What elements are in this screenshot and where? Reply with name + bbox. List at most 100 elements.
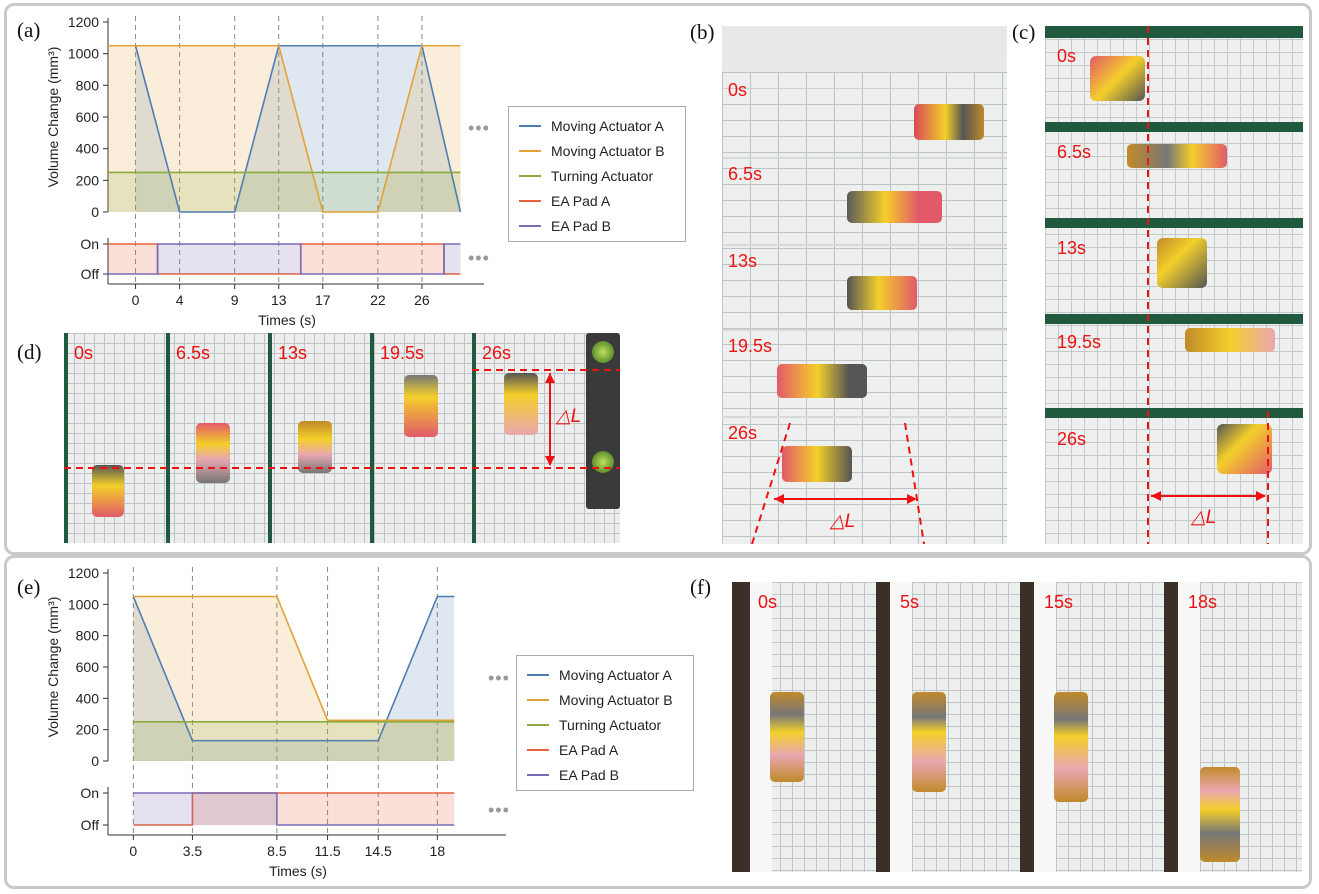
legend-label: EA Pad B [551,217,611,234]
timestamp: 26s [482,343,512,363]
arrow-head [545,373,555,383]
delta-l-marker-b [751,422,925,544]
series-line-moving-actuator-a [134,44,462,213]
delta-l-marker-c [1147,26,1269,544]
series-line-moving-actuator-b [108,44,461,213]
robot-image [1200,767,1240,862]
chart-a: 0 200 400 600 800 1000 1200 Volume Change (mm³)… [45,14,484,328]
series-area-turning-actuator [108,172,461,212]
legend-label: EA Pad A [559,741,619,758]
frame-divider [722,244,1007,246]
series-area-moving-actuator-a [133,596,455,761]
delta-l-label: △L [830,511,856,532]
legend-label: Turning Actuator [551,167,654,184]
timestamp: 0s [728,80,748,100]
y-tick-label: 1000 [68,596,99,612]
robot-image [1054,692,1088,802]
photo-panel-c: 0s 6.5s 13s 19.5s 26s △L [1045,26,1303,544]
robot-image [1185,328,1275,352]
pad-tick-label: Off [81,817,100,833]
photo-panel-d: 0s 6.5s 13s 19.5s 26s △L [64,333,620,543]
panel-label-a: (a) [17,18,41,42]
pad-on-region-pad-a [108,244,158,274]
pad-on-region-pad-b [157,244,301,274]
legend-item: EA Pad B [519,213,675,238]
pad-tick-label: On [80,785,99,801]
x-tick-label: 26 [414,292,430,308]
wall-strip [1020,582,1034,872]
x-tick-label: 18 [430,843,446,859]
legend-swatch [527,673,549,676]
legend-item: Turning Actuator [527,712,683,737]
timestamp: 0s [74,343,94,363]
legend-item: Moving Actuator A [519,113,675,138]
pad-line-pad-b [108,243,461,275]
chart-e: 0 200 400 600 800 1000 1200 Volume Change (mm³)… [45,565,506,879]
legend-item: EA Pad B [527,762,683,787]
pad-on-region-pad-a [192,793,455,825]
timestamp: 26s [1057,429,1087,449]
y-tick-label: 0 [91,204,99,220]
arrow-head [907,494,917,504]
delta-l-marker-d [64,369,620,469]
legend-item: Turning Actuator [519,163,675,188]
legend-swatch [519,149,541,152]
legend-label: EA Pad B [559,766,619,783]
legend-item: Moving Actuator B [527,687,683,712]
white-board [890,582,912,872]
frame-strip [472,333,574,543]
arrow-head [1151,491,1161,501]
legend-label: Turning Actuator [559,716,662,733]
legend-swatch [527,723,549,726]
photo-panel-b: 0s 6.5s 13s 19.5s 26s △L [722,26,1007,544]
x-tick-label: 11.5 [314,843,340,859]
x-tick-label: 8.5 [267,843,287,859]
timestamp: 6.5s [728,164,763,184]
x-axis-label: Times (s) [269,863,327,879]
pad-tick-label: Off [81,266,100,282]
legend-e: Moving Actuator A Moving Actuator B Turn… [516,655,694,791]
timestamp: 5s [900,592,920,612]
legend-item: Moving Actuator B [519,138,675,163]
panel-label-e: (e) [17,575,41,599]
robot-image [404,375,438,437]
timestamp: 15s [1044,592,1074,612]
y-tick-label: 200 [76,172,100,188]
panel-label-c: (c) [1012,20,1036,44]
legend-item: EA Pad A [519,188,675,213]
panel-label-d: (d) [17,340,42,364]
robot-image [1157,238,1207,288]
legend-item: EA Pad A [527,737,683,762]
timestamp: 13s [1057,238,1087,258]
y-tick-label: 1200 [68,565,99,581]
robot-image [847,276,917,310]
x-tick-label: 0 [132,292,140,308]
top-figure-frame [4,3,1312,555]
robot-image [770,692,804,782]
legend-a: Moving Actuator A Moving Actuator B Turn… [508,106,686,242]
panel-label-f: (f) [690,575,711,599]
robot-image [847,191,942,223]
legend-label: Moving Actuator B [559,691,673,708]
y-axis-label: Volume Change (mm³) [45,47,61,188]
pad-tick-label: On [80,236,99,252]
legend-label: Moving Actuator A [559,666,672,683]
panel-label-b: (b) [690,20,715,44]
frame-strip [268,333,370,543]
pad-on-region-pad-a [300,244,444,274]
frame-divider [722,88,1007,89]
y-tick-label: 800 [76,77,100,93]
legend-swatch [527,698,549,701]
y-tick-label: 400 [76,690,100,706]
green-rail [1045,26,1303,38]
legend-swatch [527,773,549,776]
robot-image [298,421,332,473]
x-tick-label: 0 [129,843,137,859]
delta-l-label: △L [1191,507,1217,528]
green-rail [1045,408,1303,418]
pad-line-pad-a [133,792,455,826]
series-area-moving-actuator-b [133,596,455,761]
reference-line [904,422,925,544]
y-tick-label: 0 [91,753,99,769]
series-line-moving-actuator-a [132,595,455,742]
